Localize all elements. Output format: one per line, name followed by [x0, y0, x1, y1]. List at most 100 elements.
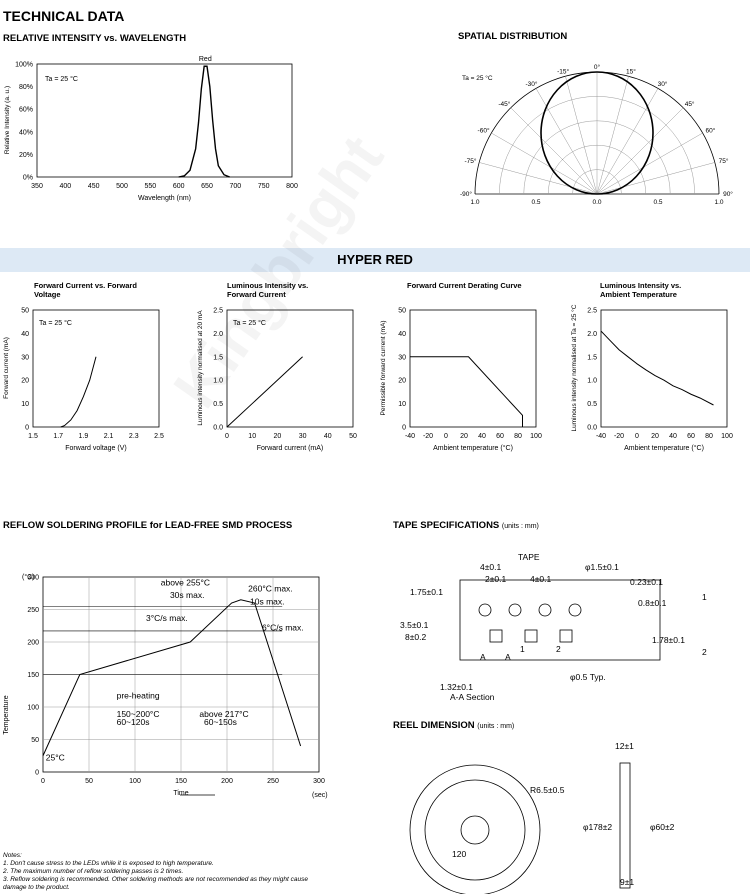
x-tick-label: 600: [173, 183, 185, 190]
tape-dimension: 0.23±0.1: [630, 577, 663, 587]
y-axis-label: Relative Intensity (a. u.): [4, 86, 11, 154]
reel-drawing: 12±1 R6.5±0.5 φ178±2 φ60±2 9±1 120: [409, 741, 675, 894]
x-tick-label: 60: [496, 433, 504, 440]
x-tick-label: 100: [721, 433, 733, 440]
reflow-annotation: 60~150s: [204, 717, 237, 727]
chart-title-iv-if: Luminous Intensity vs. Forward Current: [227, 281, 309, 299]
y-axis-label: Luminous intensity normalised at Ta = 25…: [570, 304, 578, 431]
tape-mark: 1: [702, 592, 707, 602]
spatial-distribution-chart: -90° -75° -60° -45° -30° -15° 0° 15° 30° 45° 60° 75…: [460, 63, 733, 206]
y-tick-label: 0%: [23, 175, 33, 182]
notes: Notes: 1. Don't cause stress to the LEDs…: [3, 852, 333, 892]
tape-dimension: 2±0.1: [485, 574, 506, 584]
angle-label: -75°: [464, 157, 476, 165]
series-line-red: [178, 65, 230, 178]
tape-outline: [459, 579, 661, 661]
y-tick-label: 2.5: [587, 308, 597, 315]
y-tick-label: 250: [27, 607, 39, 614]
polar-spoke: [510, 107, 598, 195]
section-title-relative-intensity: RELATIVE INTENSITY vs. WAVELENGTH: [3, 33, 187, 44]
y-tick-label: 0: [35, 770, 39, 777]
angle-label: 0°: [594, 63, 601, 71]
angle-label: -15°: [557, 67, 569, 75]
y-tick-label: 0.0: [213, 425, 223, 432]
y-tick-label: 0.5: [587, 401, 597, 408]
x-tick-label: 650: [201, 183, 213, 190]
x-axis-label: Time: [173, 790, 188, 797]
x-tick-label: 350: [31, 183, 43, 190]
x-axis-label: Forward voltage (V): [65, 445, 126, 452]
y-tick-label: 100%: [15, 62, 33, 69]
tape-dimension: 4±0.1: [530, 574, 551, 584]
y-tick-label: 1.0: [213, 378, 223, 385]
x-tick-label: 80: [705, 433, 713, 440]
y-tick-label: 0.5: [213, 401, 223, 408]
y-tick-label: 100: [27, 705, 39, 712]
y-tick-label: 10: [21, 401, 29, 408]
x-tick-label: 2.5: [154, 433, 164, 440]
x-tick-label: -20: [614, 433, 624, 440]
reel-flange: [424, 779, 526, 881]
sprocket-hole: [568, 603, 582, 617]
section-title-tape: TAPE SPECIFICATIONS (units : mm): [393, 520, 539, 531]
small-charts: 1.5 1.7 1.9 2.1 2.3 2.5 0 10 20 30 40 50 Forward vol…: [3, 304, 733, 452]
x-tick-label: 80: [514, 433, 522, 440]
reel-dimension: 120: [452, 849, 466, 859]
y-tick-label: 150: [27, 672, 39, 679]
chart-title-derating: Forward Current Derating Curve: [407, 281, 522, 290]
x-tick-label: 150: [175, 778, 187, 785]
plot-frame: [409, 309, 537, 428]
y-tick-label: 40: [398, 331, 406, 338]
x-tick-label: 60: [687, 433, 695, 440]
radial-label: 0.0: [592, 199, 601, 206]
x-tick-label: 2.3: [129, 433, 139, 440]
tape-label: TAPE: [518, 552, 540, 562]
angle-label: -90°: [460, 190, 472, 198]
polar-spoke: [479, 162, 598, 195]
x-tick-label: 300: [313, 778, 325, 785]
angle-label: 60°: [706, 127, 716, 135]
component-pocket: [524, 629, 538, 643]
polar-spoke: [491, 132, 598, 195]
y-tick-label: 0.0: [587, 425, 597, 432]
radial-label: 1.0: [470, 199, 479, 206]
angle-label: -45°: [498, 100, 510, 108]
y-tick-label: 200: [27, 640, 39, 647]
x-tick-label: 0: [41, 778, 45, 785]
angle-label: -30°: [526, 80, 538, 88]
notes-title: Notes:: [3, 852, 22, 859]
polar-spoke: [535, 88, 598, 195]
angle-label: 15°: [626, 67, 636, 75]
y-tick-label: 50: [398, 308, 406, 315]
reflow-annotation: pre-heating: [117, 691, 160, 701]
y-tick-label: 40%: [19, 129, 33, 136]
reel-dimension: φ60±2: [650, 822, 675, 832]
reel-hub: [460, 815, 490, 845]
reflow-annotation: 25°C: [46, 752, 65, 762]
tape-drawing: 4±0.1 2±0.1 4±0.1 φ1.5±0.1 1.75±0.1 3.5±0.1 8±…: [400, 552, 707, 702]
reflow-annotation: 10s max.: [250, 596, 285, 606]
tape-mark: 1: [520, 644, 525, 654]
y-axis-label: Temperature: [3, 695, 10, 734]
y-axis-label: Permissible forward current (mA): [380, 321, 387, 416]
curve-line: [600, 330, 714, 406]
sprocket-hole: [538, 603, 552, 617]
x-tick-label: 1.5: [28, 433, 38, 440]
x-tick-label: 750: [258, 183, 270, 190]
angle-label: 45°: [685, 100, 695, 108]
tape-dimension: A-A Section: [450, 692, 495, 702]
reel-dimension: 12±1: [615, 741, 634, 751]
x-tick-label: 50: [85, 778, 93, 785]
section-title-reel: REEL DIMENSION (units : mm): [393, 720, 515, 731]
polar-spoke: [596, 76, 629, 195]
radial-label: 0.5: [653, 199, 662, 206]
x-axis-label: Ambient temperature (°C): [433, 444, 513, 452]
tape-mark: 2: [556, 644, 561, 654]
x-tick-label: 0: [635, 433, 639, 440]
reel-dimension: φ178±2: [583, 822, 612, 832]
tape-mark: 2: [702, 647, 707, 657]
x-tick-label: 50: [349, 433, 357, 440]
y-unit: (°C): [22, 573, 35, 581]
y-tick-label: 0: [402, 425, 406, 432]
y-tick-label: 30: [398, 354, 406, 361]
